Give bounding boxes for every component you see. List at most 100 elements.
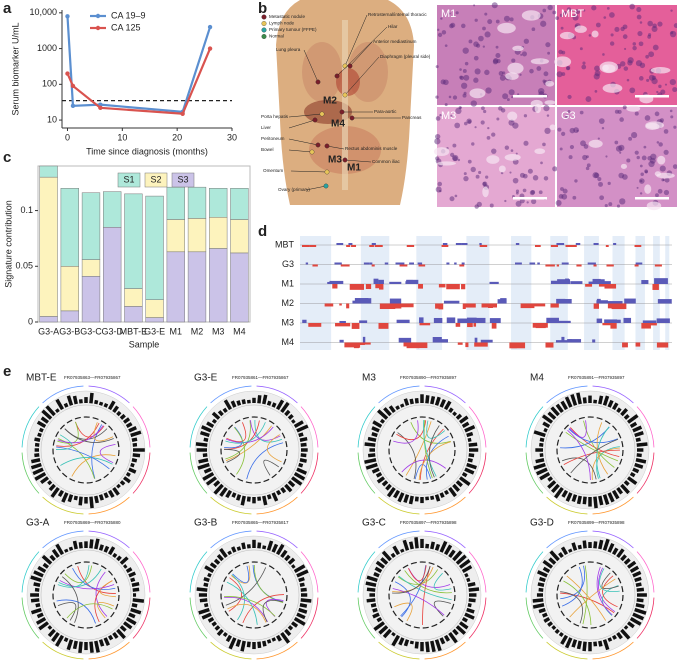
cn-segment [592,279,605,284]
cn-segment [365,284,372,290]
coverage-bar [629,616,642,626]
cell-nucleus [579,110,584,115]
cell-nucleus [519,198,525,204]
coverage-bar [560,634,569,645]
cell-nucleus [475,43,481,48]
chromosome-band [360,236,390,350]
coverage-bar [425,395,430,404]
cell-nucleus [560,187,564,191]
cell-nucleus [471,142,475,146]
coverage-bar [122,476,131,484]
coverage-bar [467,581,476,587]
coverage-bar [548,557,557,565]
coverage-bar [455,413,463,420]
coverage-bar [542,566,551,574]
y-tick-label: 0.1 [20,205,33,215]
cell-nucleus [474,18,478,22]
coverage-bar [112,405,120,414]
legend-label: S1 [123,174,134,184]
x-tick-label: G3-B [59,326,80,336]
cn-segment [575,243,581,245]
cn-segment [438,284,446,288]
coverage-bar [381,480,389,487]
cell-nucleus [638,76,644,81]
cell-nucleus [639,192,643,195]
coverage-bar [30,575,42,583]
cell-nucleus [601,126,605,130]
legend-label: Primary tumour (FFPE) [269,27,317,32]
cell-nucleus [622,34,628,39]
cell-nucleus [545,42,551,48]
coverage-bar [623,558,631,565]
cn-segment [466,317,477,323]
cell-nucleus [594,65,600,72]
chromosome-arc [592,530,634,549]
bar-segment [187,251,207,323]
micrograph: M3 [433,103,558,209]
cell-nucleus [435,156,440,161]
cell-nucleus [498,106,503,111]
coverage-bar [626,476,638,486]
cell-nucleus [547,51,551,55]
y-axis-label: Serum biomarker U/mL [10,22,20,115]
cn-segment [596,300,608,304]
cn-segment [446,317,456,323]
coverage-bar [598,640,603,647]
site-label: Liver [261,125,271,130]
sv-chord [570,438,619,474]
coverage-bar [400,548,405,553]
cn-segment [375,245,382,247]
cell-nucleus [526,201,529,204]
coverage-bar [541,414,554,424]
sv-chord [423,420,433,479]
coverage-bar [539,437,545,442]
coverage-bar [448,549,456,559]
coverage-bar [240,640,246,652]
coverage-bar [632,467,640,474]
cell-nucleus [474,126,477,129]
coverage-bar [461,471,468,478]
site-marker [349,115,355,121]
coverage-bar [607,399,614,408]
cn-segment [546,317,559,323]
inner-disc [40,404,132,496]
circos-title: MBT-E [26,373,57,384]
coverage-bar [551,625,557,631]
cell-nucleus [504,145,510,150]
cell-nucleus [569,144,575,150]
cell-nucleus [603,16,607,19]
coverage-bar [366,587,376,592]
cn-segment [454,262,457,265]
bar-segment [60,188,79,267]
coverage-bar [107,634,114,641]
site-label: Anterior mediastinum [373,39,417,44]
chromosome-band [416,236,443,350]
sv-chord [60,457,113,466]
coverage-bar [555,403,564,414]
cn-ring [220,561,288,629]
coverage-bar [565,492,573,502]
coverage-bar [455,480,463,488]
cn-segment [339,339,344,343]
point [207,24,213,30]
cn-segment [585,284,593,287]
coverage-bar [34,437,41,442]
cn-segment [593,243,599,245]
cn-segment [459,264,465,267]
cn-segment [607,303,613,309]
coverage-bar [616,486,624,495]
coverage-bar [634,576,642,583]
coverage-bar [201,612,212,620]
coverage-bar [298,576,305,583]
coverage-bar [536,570,548,578]
coverage-bar [629,565,640,574]
coverage-bar [271,492,279,502]
cn-ring [52,416,120,484]
cn-segment [435,303,443,309]
legend-label: S2 [150,174,161,184]
cell-nucleus [622,24,628,30]
coverage-bar [275,543,285,556]
coverage-bar [287,413,294,420]
tissue-space [507,62,524,74]
circos-samples: FR07935899—FR07935898 [568,520,625,525]
